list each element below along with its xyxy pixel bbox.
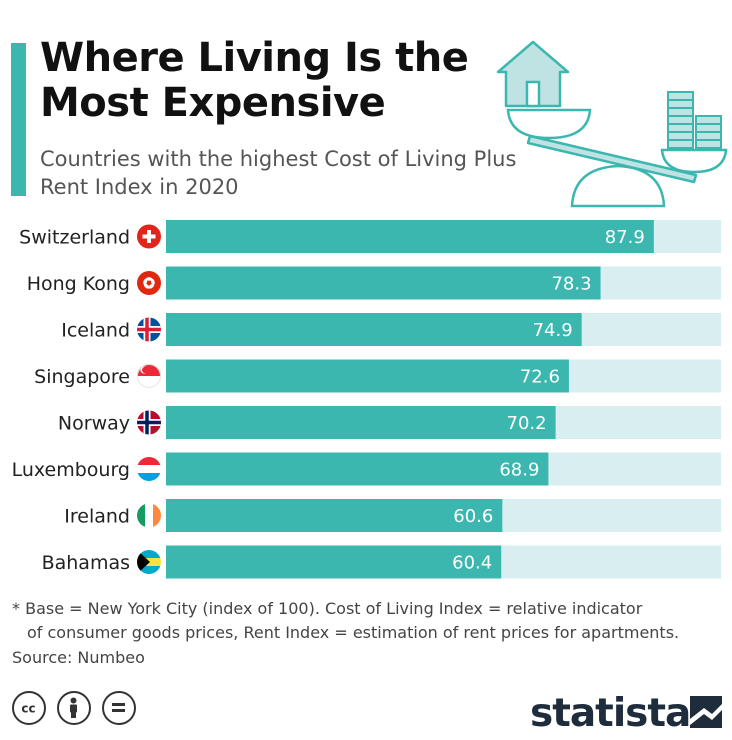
accent-bar bbox=[11, 43, 26, 196]
category-label: Singapore bbox=[34, 366, 130, 388]
statista-logo-icon bbox=[690, 696, 722, 728]
value-label: 78.3 bbox=[551, 274, 591, 295]
bar bbox=[166, 220, 654, 253]
flag-icon bbox=[137, 364, 161, 388]
bar bbox=[166, 452, 549, 486]
value-label: 60.6 bbox=[453, 506, 493, 527]
by-icon[interactable] bbox=[57, 691, 91, 725]
statista-logo: statista bbox=[530, 691, 722, 734]
category-label: Hong Kong bbox=[27, 273, 130, 295]
chart-title: Where Living Is the Most Expensive bbox=[40, 35, 469, 126]
value-label: 68.9 bbox=[499, 460, 539, 481]
bar bbox=[166, 359, 569, 393]
svg-text:cc: cc bbox=[21, 702, 35, 716]
category-label: Iceland bbox=[61, 320, 130, 342]
nd-icon[interactable] bbox=[102, 691, 136, 725]
statista-logo-text: statista bbox=[530, 691, 690, 734]
value-label: 87.9 bbox=[605, 227, 645, 248]
category-label: Switzerland bbox=[19, 227, 130, 249]
category-label: Luxembourg bbox=[12, 459, 130, 481]
flag-icon bbox=[137, 457, 161, 481]
value-label: 72.6 bbox=[520, 367, 560, 388]
source-note: Source: Numbeo bbox=[12, 648, 145, 667]
bar bbox=[166, 266, 601, 300]
category-label: Bahamas bbox=[42, 552, 130, 574]
flag-icon bbox=[137, 503, 161, 528]
value-label: 70.2 bbox=[507, 413, 547, 434]
category-label: Ireland bbox=[64, 506, 130, 528]
value-label: 74.9 bbox=[533, 320, 573, 341]
bar-chart: 87.9 Switzerland 78.3 Hong Kong 74.9 Iceland 7… bbox=[12, 220, 721, 579]
footnote-line-2: of consumer goods prices, Rent Index = e… bbox=[27, 623, 680, 642]
bar bbox=[166, 406, 556, 439]
value-label: 60.4 bbox=[452, 553, 492, 574]
flag-icon bbox=[137, 410, 161, 435]
cc-icon[interactable]: cc bbox=[12, 691, 46, 725]
category-label: Norway bbox=[58, 413, 130, 435]
footnote: * Base = New York City (index of 100). C… bbox=[12, 597, 732, 645]
house-scale-illustration bbox=[496, 40, 728, 208]
chart-subtitle: Countries with the highest Cost of Livin… bbox=[40, 147, 517, 199]
flag-icon bbox=[137, 550, 161, 574]
flag-icon bbox=[137, 317, 161, 342]
bar bbox=[166, 545, 502, 579]
flag-icon bbox=[137, 224, 161, 249]
flag-icon bbox=[137, 271, 161, 295]
bar bbox=[166, 313, 582, 346]
bar bbox=[166, 499, 503, 532]
footnote-line-1: * Base = New York City (index of 100). C… bbox=[12, 599, 643, 618]
